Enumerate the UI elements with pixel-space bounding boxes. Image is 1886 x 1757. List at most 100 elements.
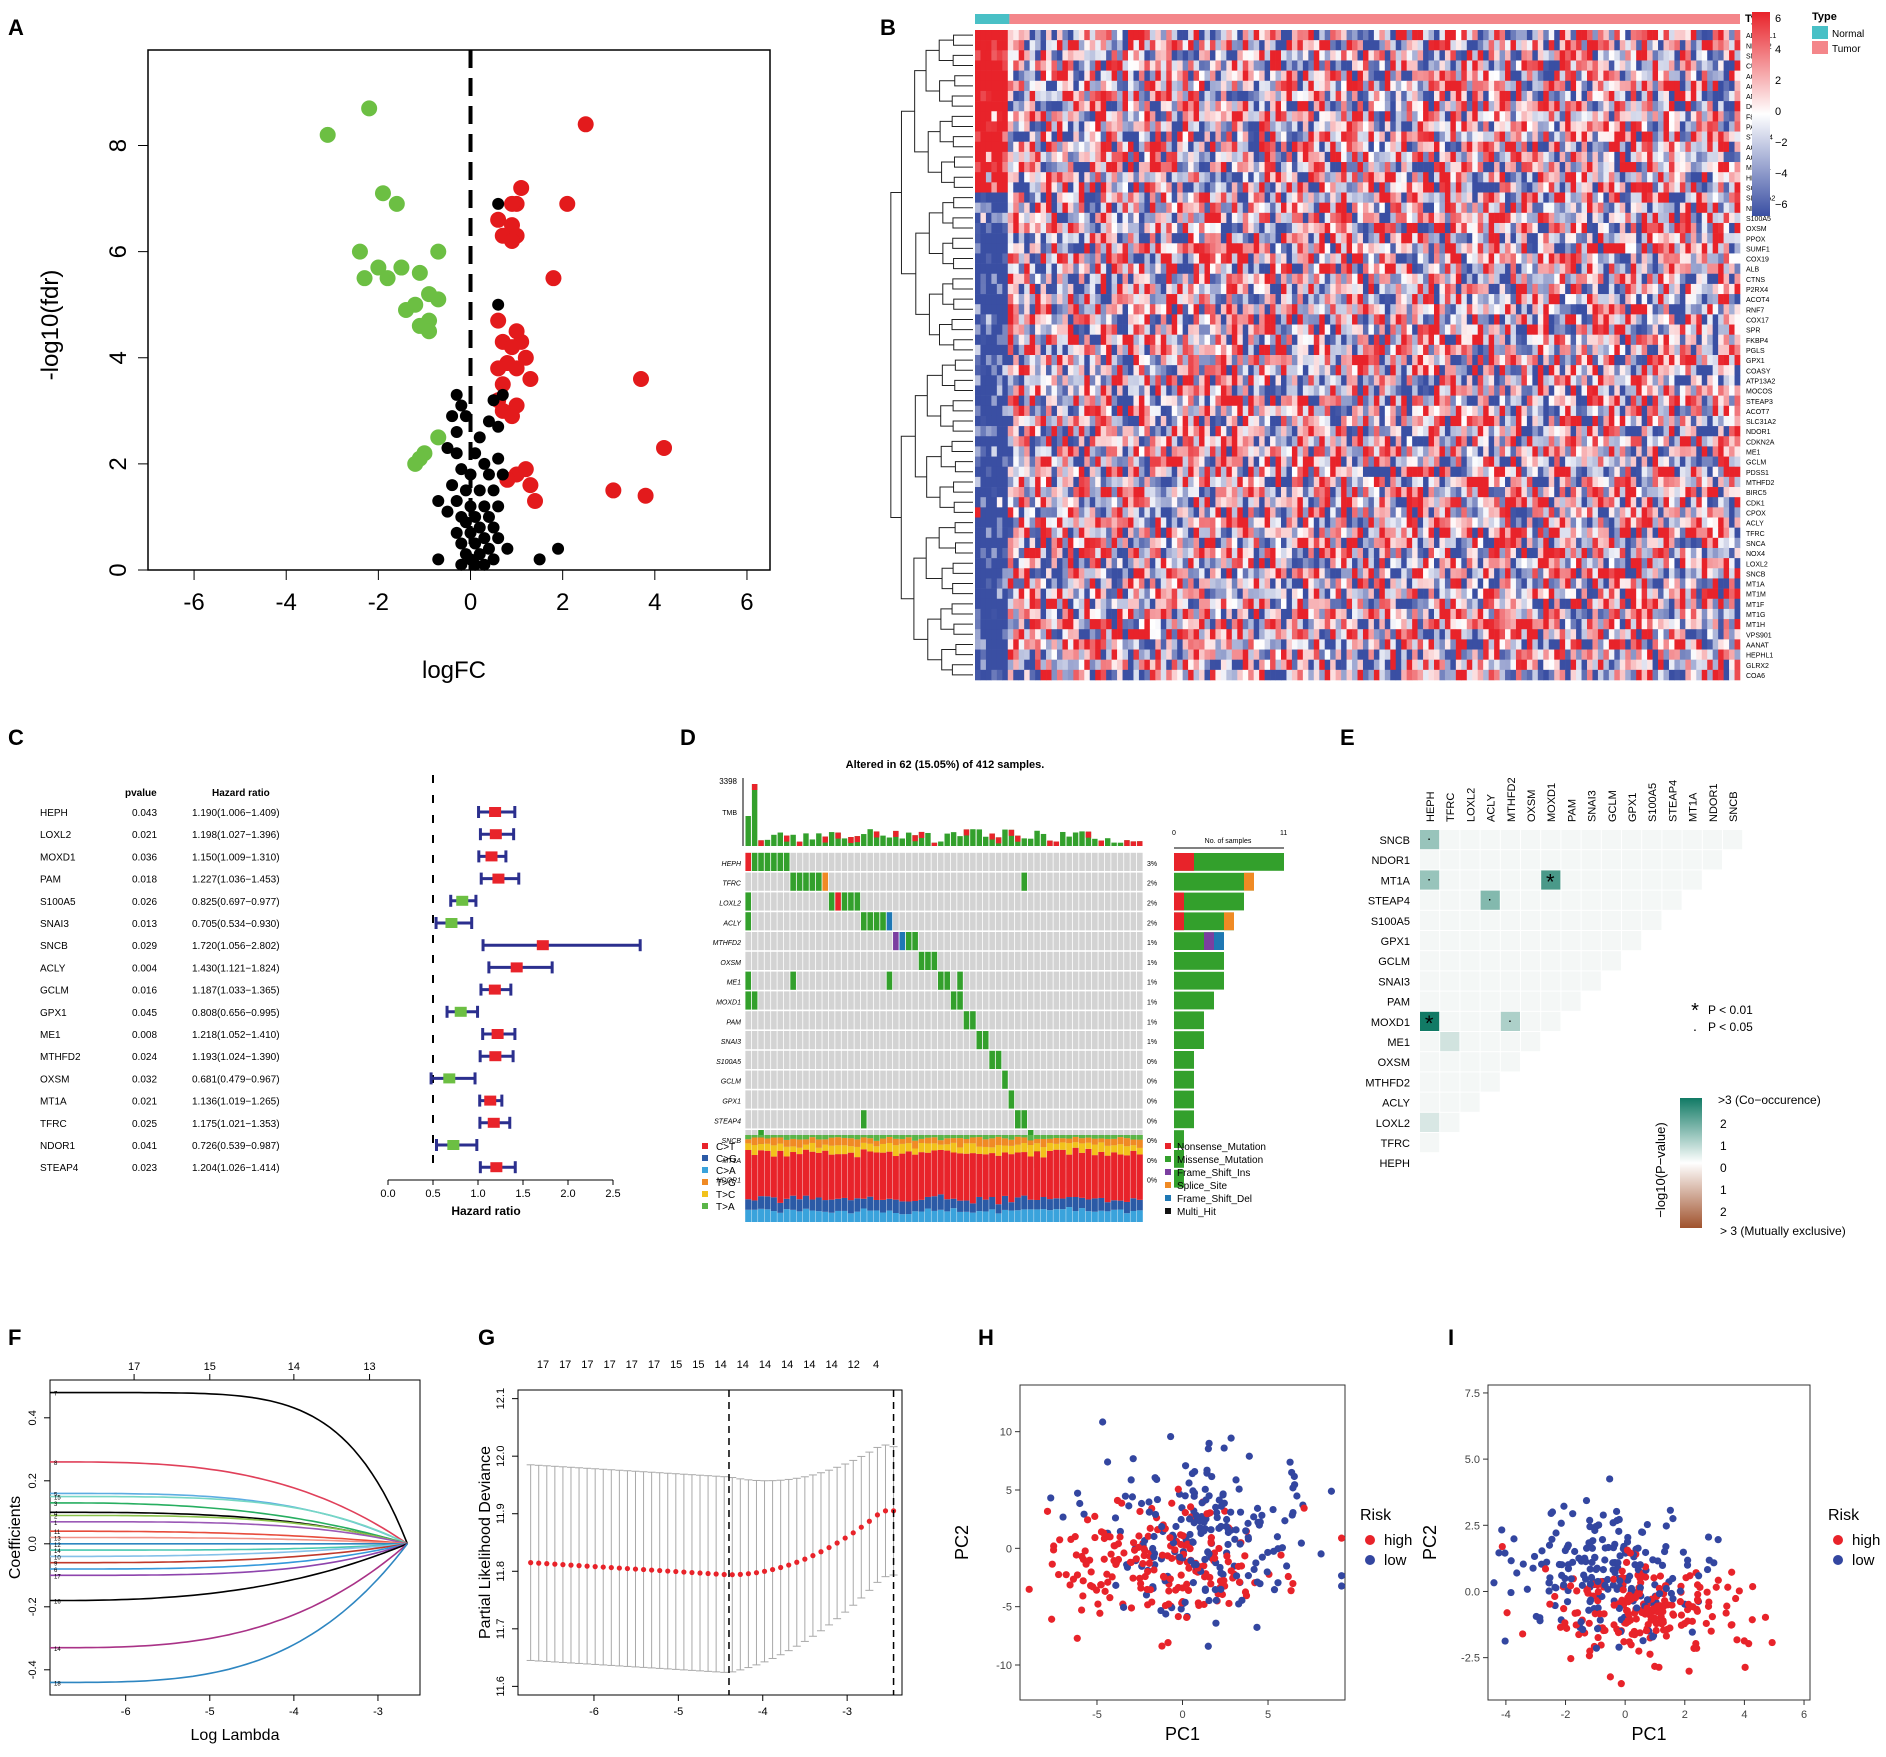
heat-cell: [1625, 111, 1632, 122]
heat-cell: [1712, 263, 1719, 275]
heat-cell: [1155, 162, 1162, 173]
heat-cell: [985, 121, 992, 132]
heat-cell: [1035, 60, 1041, 71]
heat-cell: [1423, 101, 1429, 112]
heat-cell: [1138, 50, 1145, 61]
heat-cell: [1341, 192, 1347, 203]
heat-cell: [1368, 121, 1375, 132]
heat-cell: [1330, 121, 1336, 132]
heat-cell: [1647, 172, 1653, 183]
heat-cell: [1384, 253, 1391, 264]
heat-cell: [1417, 182, 1424, 193]
heat-cell: [1062, 344, 1069, 356]
heat-cell: [1231, 111, 1238, 122]
heat-cell: [1417, 80, 1424, 92]
heat-cell: [1117, 141, 1123, 153]
heat-cell: [1576, 70, 1582, 82]
heat-cell: [1341, 304, 1347, 315]
heat-cell: [1144, 334, 1151, 346]
heat-cell: [1281, 192, 1287, 203]
heat-cell: [1040, 172, 1047, 183]
heat-cell: [1067, 222, 1074, 234]
heat-cell: [1078, 344, 1085, 356]
heat-cell: [1734, 162, 1741, 173]
heat-cell: [1062, 70, 1069, 82]
heat-cell: [1308, 222, 1315, 234]
heat-cell: [1483, 111, 1489, 122]
heat-cell: [1281, 121, 1287, 132]
heat-cell: [1352, 304, 1358, 315]
heat-cell: [1434, 273, 1440, 285]
heat-cell: [1674, 334, 1681, 346]
heat-cell: [1259, 355, 1265, 366]
heat-cell: [1723, 314, 1730, 325]
heat-cell: [1647, 111, 1653, 122]
heat-cell: [1209, 253, 1216, 264]
heat-cell: [1056, 30, 1063, 41]
heat-cell: [985, 212, 992, 224]
heat-cell: [1603, 222, 1610, 234]
heat-cell: [1270, 355, 1276, 366]
heat-cell: [1199, 172, 1205, 183]
heat-cell: [996, 202, 1003, 214]
heat-cell: [1357, 70, 1364, 82]
heat-cell: [1401, 90, 1407, 102]
heat-cell: [1330, 50, 1336, 61]
heat-cell: [1729, 182, 1735, 193]
heat-cell: [1428, 304, 1435, 315]
heat-cell: [1171, 192, 1178, 203]
heat-cell: [1450, 121, 1457, 132]
heat-cell: [1084, 151, 1091, 163]
heat-cell: [1051, 101, 1058, 112]
heat-cell: [1439, 101, 1446, 112]
heat-cell: [1668, 30, 1675, 41]
heat-cell: [1384, 30, 1391, 41]
heat-cell: [1625, 243, 1632, 254]
heat-cell: [1461, 324, 1468, 335]
heat-cell: [1707, 151, 1713, 163]
heat-cell: [1084, 172, 1091, 183]
heat-cell: [1275, 80, 1282, 92]
heat-cell: [1078, 60, 1085, 71]
heat-cell: [1439, 162, 1446, 173]
heat-cell: [1100, 324, 1107, 335]
heat-cell: [1319, 101, 1326, 112]
heat-cell: [1275, 40, 1282, 51]
heat-cell: [1220, 314, 1227, 325]
heat-cell: [1548, 212, 1555, 224]
heat-cell: [1734, 243, 1741, 254]
heat-cell: [1346, 253, 1353, 264]
heat-cell: [996, 222, 1003, 234]
heat-cell: [1625, 192, 1632, 203]
heat-cell: [1084, 60, 1091, 71]
heat-cell: [1559, 294, 1566, 305]
heat-cell: [1559, 151, 1566, 163]
heat-cell: [1177, 334, 1183, 346]
heat-cell: [1597, 192, 1604, 203]
heat-cell: [1346, 90, 1353, 102]
heat-cell: [1510, 304, 1517, 315]
point-ns: [469, 510, 482, 523]
heat-cell: [1133, 40, 1140, 51]
heat-cell: [1395, 324, 1402, 335]
heat-cell: [1341, 172, 1347, 183]
heat-cell: [1117, 70, 1123, 82]
heat-cell: [1330, 131, 1336, 143]
heat-cell: [1220, 30, 1227, 41]
heat-cell: [1193, 334, 1200, 346]
heat-cell: [1138, 131, 1145, 143]
heat-cell: [1133, 365, 1140, 376]
heat-cell: [1155, 70, 1162, 82]
heat-cell: [1281, 365, 1287, 376]
heat-cell: [1067, 40, 1074, 51]
heat-cell: [1220, 324, 1227, 335]
heat-cell: [1477, 334, 1484, 346]
heat-cell: [1630, 121, 1637, 132]
heat-cell: [1548, 60, 1555, 71]
heat-cell: [1138, 151, 1145, 163]
heat-cell: [1499, 324, 1506, 335]
heat-cell: [1581, 212, 1588, 224]
heat-cell: [1379, 162, 1386, 173]
point-down: [379, 270, 396, 287]
heat-cell: [1406, 141, 1413, 153]
